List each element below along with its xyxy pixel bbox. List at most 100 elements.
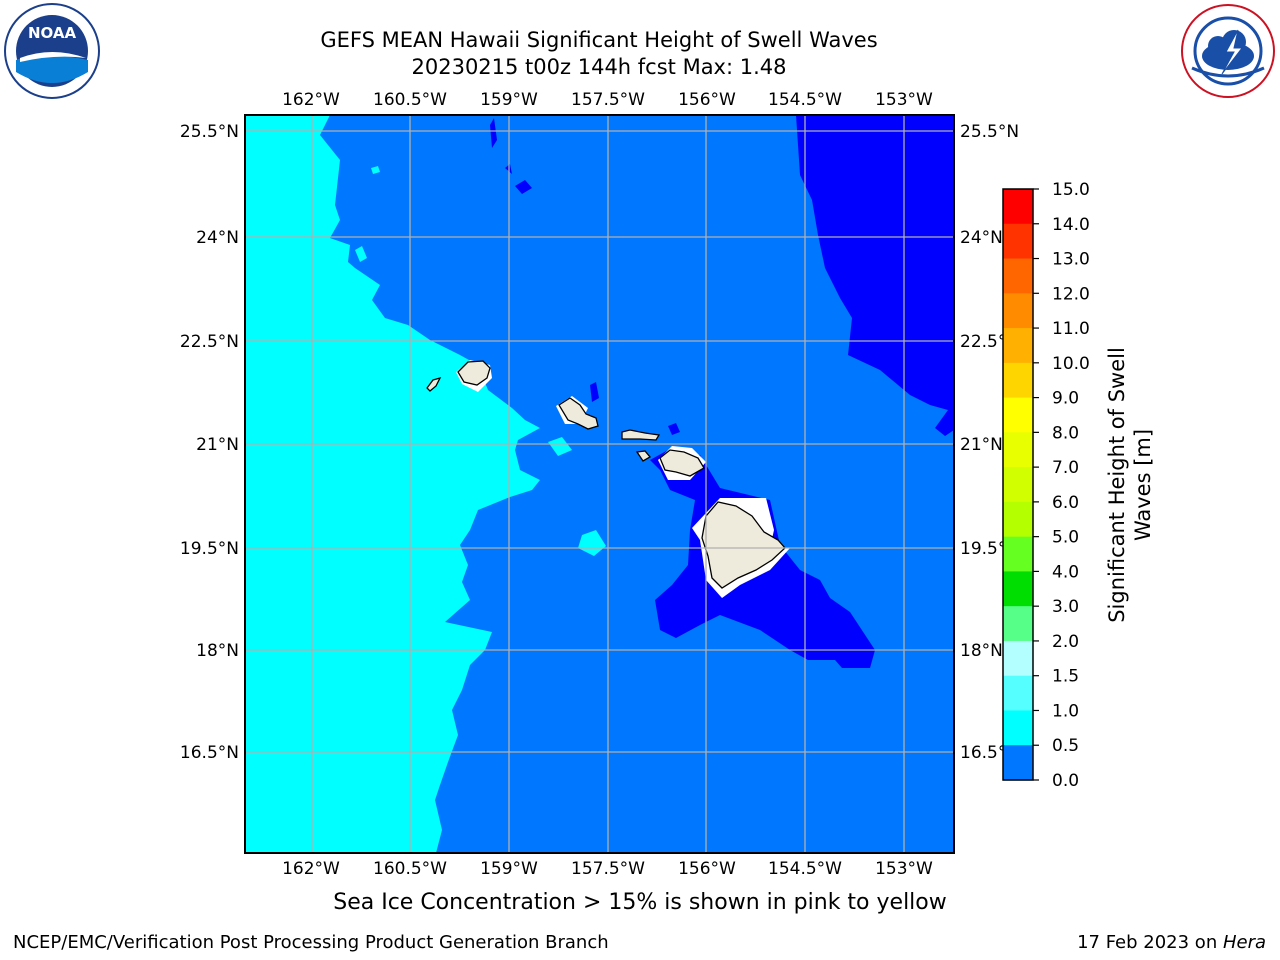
lon-label: 162°W	[282, 90, 340, 110]
colorbar-segment	[1003, 467, 1033, 503]
colorbar-segment	[1003, 571, 1033, 607]
colorbar-segment	[1003, 710, 1033, 746]
lon-label: 156°W	[678, 90, 736, 110]
lon-label: 157.5°W	[571, 859, 645, 879]
swell-patch-0-0.5	[668, 423, 680, 435]
colorbar-tick-label: 10.0	[1052, 354, 1090, 374]
colorbar-segment	[1003, 640, 1033, 677]
lon-label: 159°W	[480, 90, 538, 110]
lat-label: 18°N	[196, 641, 239, 661]
map-frame	[244, 114, 955, 854]
colorbar-segment	[1003, 189, 1033, 225]
colorbar-segment	[1003, 362, 1033, 399]
colorbar-tick-label: 8.0	[1052, 423, 1079, 443]
colorbar-tick-label: 15.0	[1052, 180, 1090, 200]
colorbar-segment	[1003, 397, 1033, 433]
colorbar	[1002, 188, 1034, 781]
colorbar-segment	[1003, 432, 1033, 468]
island-kauai	[457, 360, 491, 386]
footer-host: Hera	[1222, 932, 1266, 953]
footer-date: 17 Feb 2023 on Hera	[1077, 932, 1266, 953]
colorbar-segment	[1003, 258, 1033, 294]
island-niihau	[426, 376, 442, 392]
lat-label: 25.5°N	[180, 122, 239, 142]
colorbar-tick-label: 5.0	[1052, 528, 1079, 548]
hawaiian-islands	[426, 360, 786, 589]
lat-label: 16.5°N	[180, 743, 239, 763]
lat-label: 19.5°N	[180, 539, 239, 559]
colorbar-tick-label: 3.0	[1052, 597, 1079, 617]
svg-text:NOAA: NOAA	[28, 24, 77, 42]
lat-label: 18°N	[960, 641, 1003, 661]
colorbar-tick-label: 9.0	[1052, 389, 1079, 409]
colorbar-tick-label: 0.5	[1052, 736, 1079, 756]
island-lanai	[635, 450, 651, 462]
lat-label: 24°N	[960, 228, 1003, 248]
swell-patch-0-0.5	[490, 118, 497, 148]
lat-label: 25.5°N	[960, 122, 1019, 142]
chart-subtitle: 20230215 t00z 144h fcst Max: 1.48	[411, 55, 787, 79]
lon-label: 153°W	[875, 859, 933, 879]
swell-band-1.0-1.5	[245, 115, 540, 853]
lon-label: 162°W	[282, 859, 340, 879]
footer-credit: NCEP/EMC/Verification Post Processing Pr…	[13, 932, 609, 953]
lon-labels-bottom: 162°W 160.5°W 159°W 157.5°W 156°W 154.5°…	[282, 859, 933, 879]
swell-band-0-0.5	[796, 115, 954, 436]
nws-logo	[1181, 4, 1275, 98]
noaa-logo: NOAA	[4, 3, 100, 99]
colorbar-tick-label: 12.0	[1052, 284, 1090, 304]
swell-patch-1.0-1.5	[371, 166, 380, 174]
sea-ice-caption: Sea Ice Concentration > 15% is shown in …	[333, 890, 947, 915]
chart-title: GEFS MEAN Hawaii Significant Height of S…	[320, 28, 878, 52]
colorbar-tick-label: 1.5	[1052, 667, 1079, 687]
lon-label: 160.5°W	[373, 90, 447, 110]
colorbar-segment	[1003, 745, 1033, 781]
footer-date-text: 17 Feb 2023 on	[1077, 932, 1223, 953]
lon-labels-top: 162°W 160.5°W 159°W 157.5°W 156°W 154.5°…	[282, 90, 933, 110]
lon-label: 157.5°W	[571, 90, 645, 110]
lat-label: 21°N	[960, 435, 1003, 455]
colorbar-frame	[1002, 188, 1034, 781]
colorbar-tick-label: 2.0	[1052, 632, 1079, 652]
lat-label: 24°N	[196, 228, 239, 248]
lat-labels-left: 25.5°N 24°N 22.5°N 21°N 19.5°N 18°N 16.5…	[180, 122, 239, 763]
swell-patch-1.0-1.5	[548, 437, 572, 456]
map-plot-area	[245, 115, 954, 853]
swell-patch-0-0.5	[515, 180, 532, 194]
colorbar-segment	[1003, 501, 1033, 538]
colorbar-segment	[1003, 606, 1033, 642]
colorbar-ticks: 15.0 14.0 13.0 12.0 11.0 10.0 9.0 8.0 7.0 6.0 5.0 4…	[1033, 180, 1090, 791]
colorbar-tick-label: 0.0	[1052, 771, 1079, 791]
island-hawaii	[701, 501, 786, 589]
colorbar-tick-label: 6.0	[1052, 493, 1079, 513]
colorbar-label-line1: Significant Height of Swell	[1105, 347, 1129, 623]
island-molokai	[621, 429, 661, 441]
lon-label: 156°W	[678, 859, 736, 879]
lon-label: 159°W	[480, 859, 538, 879]
swell-patch-1.0-1.5	[578, 530, 606, 556]
colorbar-tick-label: 7.0	[1052, 458, 1079, 478]
island-maui	[659, 449, 705, 477]
lon-label: 154.5°W	[768, 90, 842, 110]
colorbar-segment	[1003, 536, 1033, 573]
lon-label: 160.5°W	[373, 859, 447, 879]
swell-patch-1.0-1.5	[355, 246, 367, 262]
swell-patch-0-0.5	[590, 382, 599, 402]
lat-label: 22.5°N	[180, 332, 239, 352]
colorbar-tick-label: 14.0	[1052, 215, 1090, 235]
colorbar-segment	[1003, 328, 1033, 364]
lat-label: 21°N	[196, 435, 239, 455]
colorbar-segment	[1003, 293, 1033, 329]
colorbar-tick-label: 4.0	[1052, 562, 1079, 582]
colorbar-label: Significant Height of Swell Waves [m]	[1105, 347, 1155, 623]
colorbar-segment	[1003, 223, 1033, 260]
colorbar-label-line2: Waves [m]	[1131, 429, 1155, 541]
colorbar-tick-label: 11.0	[1052, 319, 1090, 339]
map-gridlines	[245, 115, 954, 853]
island-oahu	[558, 397, 599, 430]
colorbar-tick-label: 13.0	[1052, 250, 1090, 270]
lon-label: 153°W	[875, 90, 933, 110]
colorbar-tick-label: 1.0	[1052, 701, 1079, 721]
colorbar-segment	[1003, 675, 1033, 712]
